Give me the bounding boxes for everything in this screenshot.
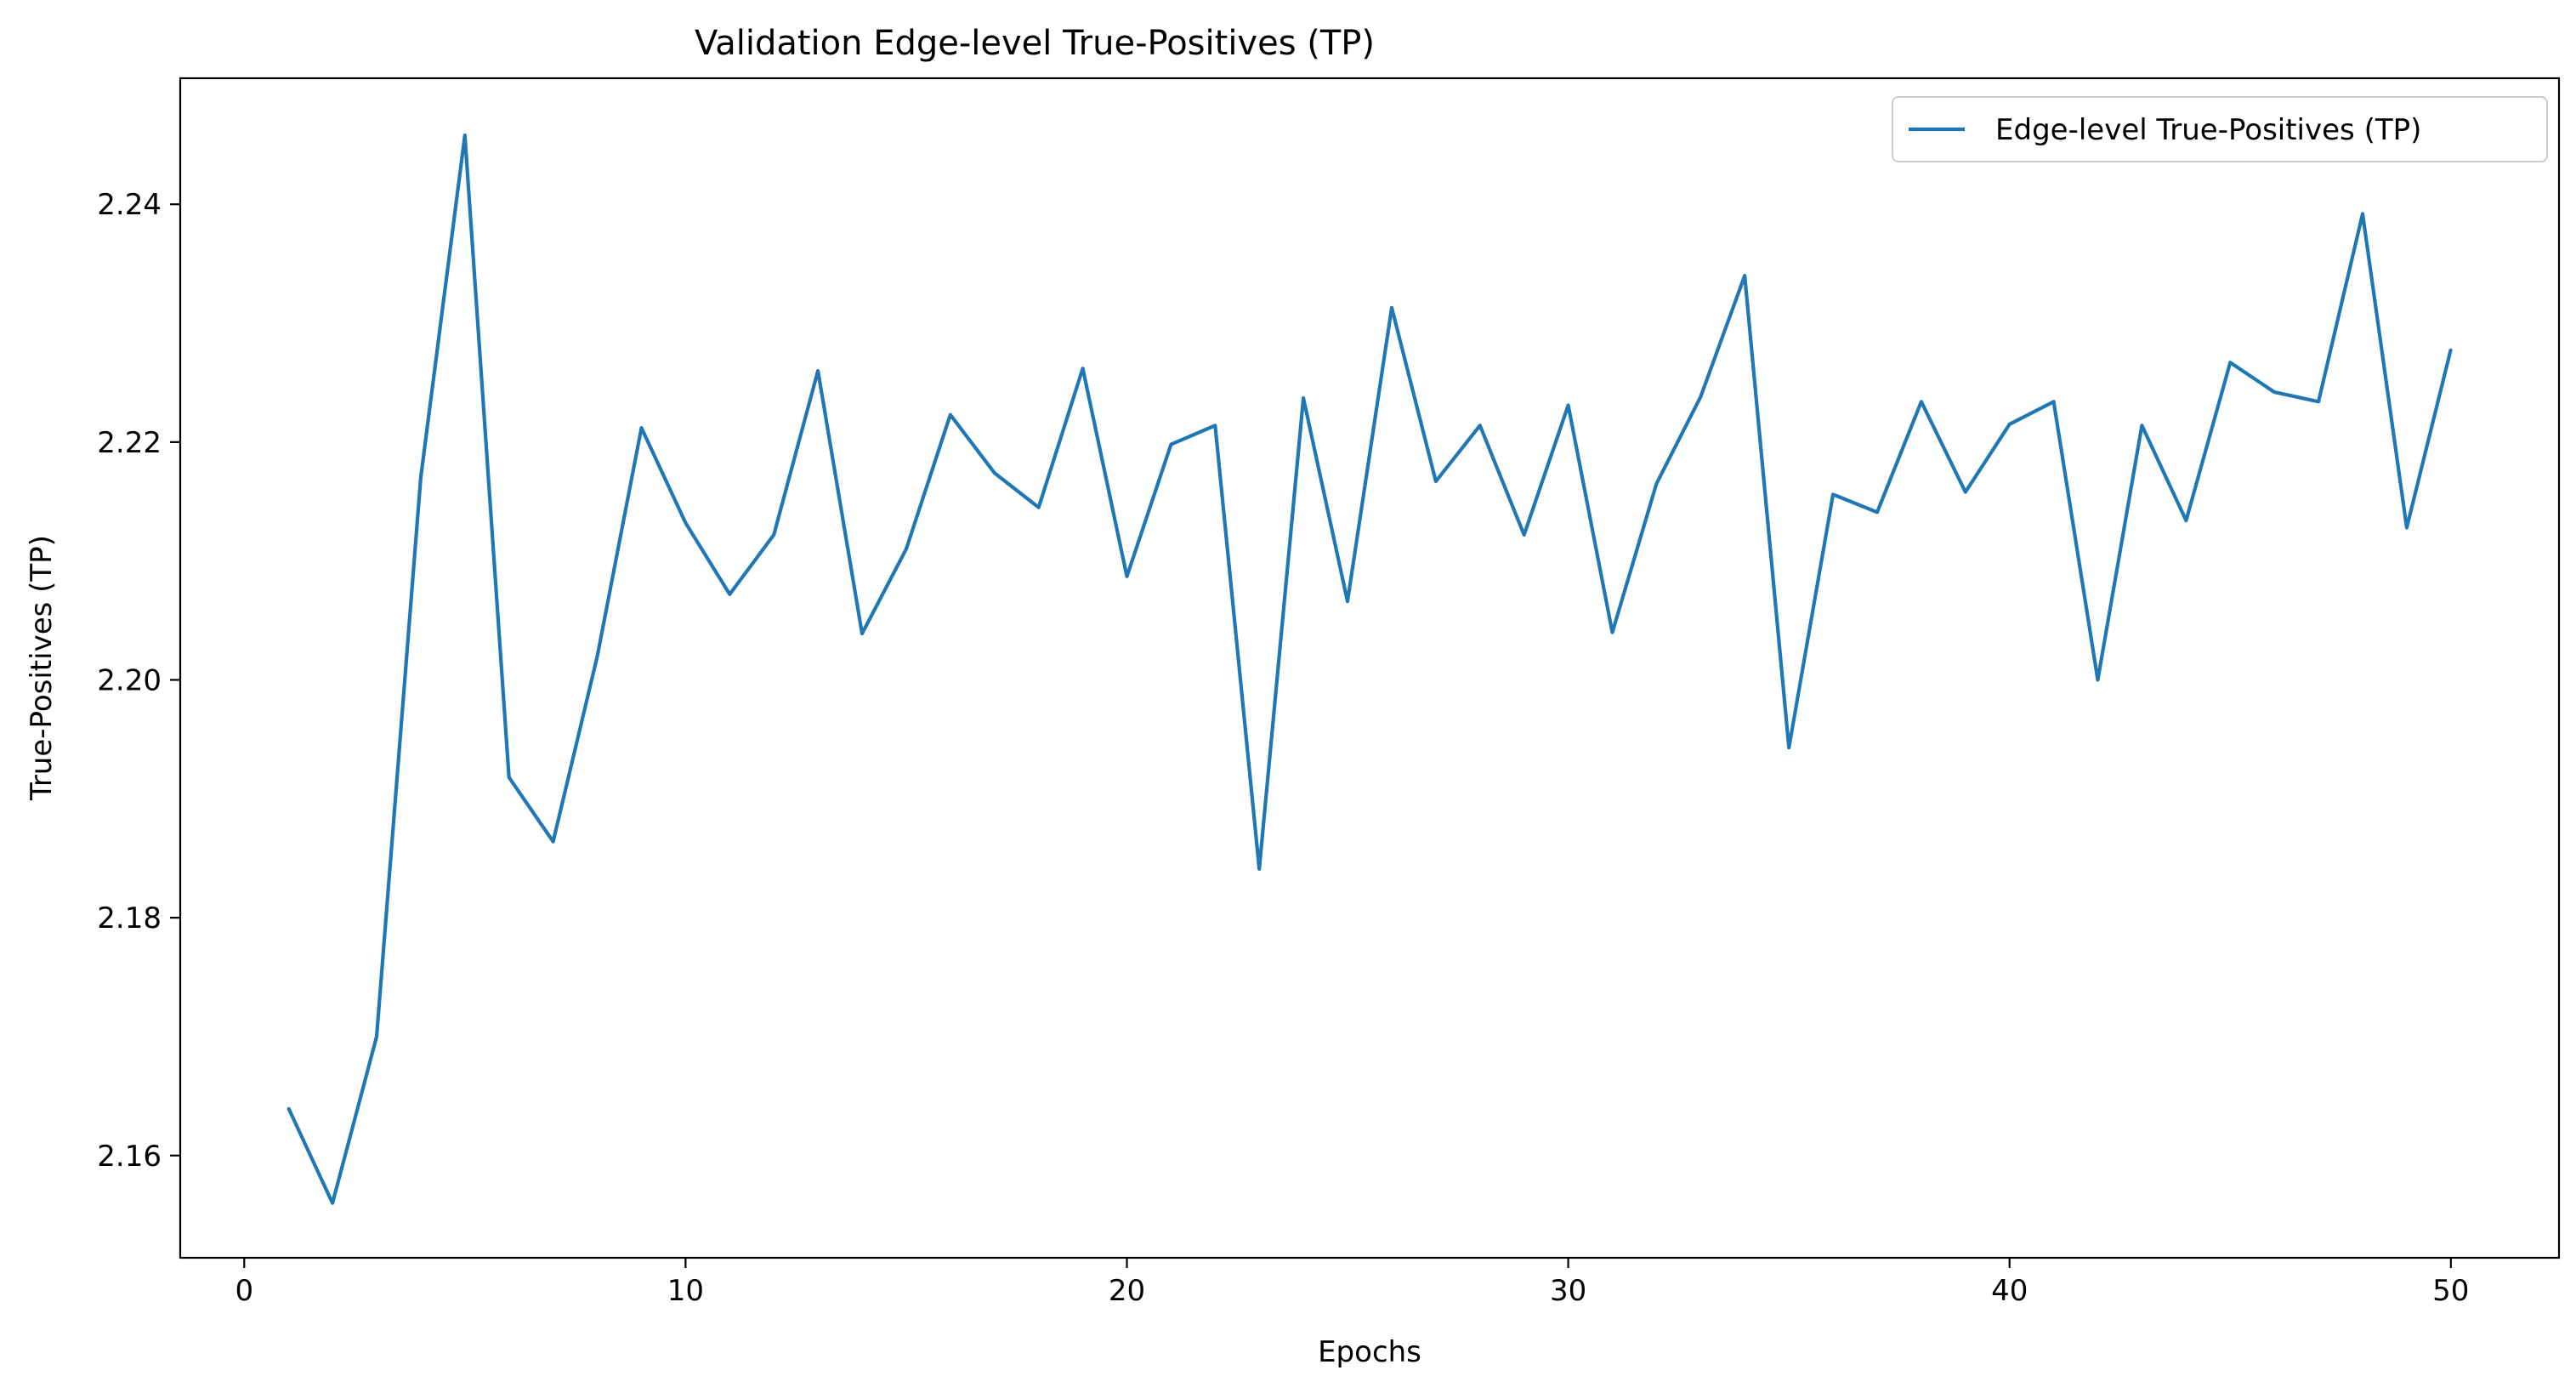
data-point [2405,526,2409,529]
x-tick-label: 50 [2432,1274,2469,1308]
data-point [1831,493,1835,496]
data-point [1390,306,1393,309]
data-point [375,1035,378,1038]
data-point [1037,506,1040,509]
data-point [949,413,952,416]
x-tick-label: 40 [1991,1274,2028,1308]
data-point [1081,367,1084,370]
series-layer [287,134,2453,1205]
data-point [860,632,864,635]
data-point [2449,348,2452,350]
plot-frame [179,77,2561,1259]
data-point [1523,533,1525,537]
data-point [1655,482,1658,485]
data-point [816,369,820,372]
data-point [419,476,423,479]
data-point [2361,213,2364,215]
y-tick-label: 2.22 [97,426,162,460]
data-point [2229,361,2232,364]
data-point [1302,396,1305,400]
plot-area [179,77,2561,1259]
data-point [552,840,554,843]
data-point [2317,401,2320,403]
data-point [773,533,775,537]
x-tick-label: 20 [1109,1274,1145,1308]
data-point [684,521,687,525]
data-point [1567,404,1569,407]
data-point [2097,679,2099,681]
data-point [993,472,996,475]
data-point [1214,424,1217,427]
data-point [640,426,643,429]
data-point [1875,511,1879,514]
y-axis: 2.16 2.18 2.20 2.22 2.24 [97,188,180,1174]
data-point [508,776,510,779]
data-point [1258,867,1261,870]
data-point [1126,575,1128,577]
data-point [1744,274,1746,277]
data-point [1699,395,1702,398]
data-point [2008,423,2011,426]
data-point [1434,480,1438,483]
x-tick-label: 0 [235,1274,253,1308]
data-point [1964,491,1966,493]
legend-label: Edge-level True-Positives (TP) [1995,113,2421,147]
data-point [2185,519,2187,522]
data-point [463,134,466,137]
data-point [2052,401,2055,403]
data-point [2141,424,2143,427]
data-point [1346,600,1349,603]
y-tick-label: 2.16 [97,1140,162,1174]
x-axis-label: Epochs [1318,1335,1421,1369]
data-point [1920,401,1923,403]
x-tick-label: 10 [667,1274,704,1308]
data-point [287,1106,290,1110]
data-point [729,593,731,595]
data-point [1478,424,1482,427]
x-axis: 0 10 20 30 40 50 [235,1258,2469,1308]
data-point [1788,747,1790,749]
chart-title: Validation Edge-level True-Positives (TP… [695,24,1375,63]
data-point [905,548,908,550]
y-tick-label: 2.18 [97,901,162,935]
data-point [1611,631,1614,634]
x-tick-label: 30 [1550,1274,1586,1308]
legend: Edge-level True-Positives (TP) [1892,96,2548,162]
data-point [1170,443,1172,446]
y-tick-label: 2.24 [97,188,162,222]
y-tick-label: 2.20 [97,663,162,697]
data-point [331,1202,334,1204]
y-axis-label: True-Positives (TP) [25,535,59,801]
data-point [2273,390,2276,394]
legend-box [1892,96,2548,162]
data-point [596,655,599,657]
series-line [287,134,2453,1205]
